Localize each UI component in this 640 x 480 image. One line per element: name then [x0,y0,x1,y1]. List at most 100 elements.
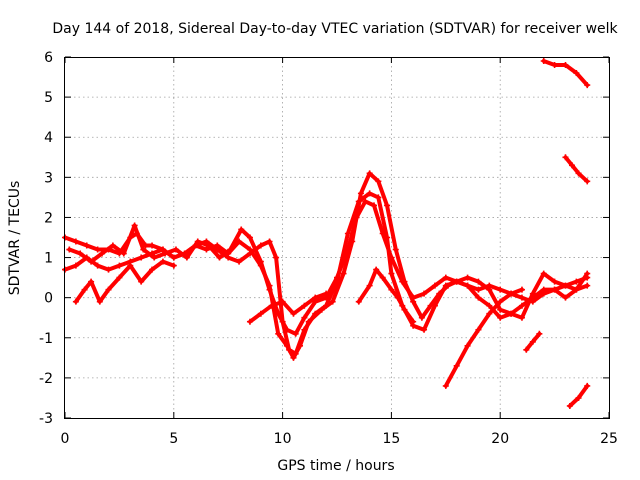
data-point [246,246,253,253]
data-point [370,202,377,209]
data-point [162,250,169,257]
data-point [508,310,515,317]
data-point [159,258,166,265]
data-point [529,290,536,297]
data-point [88,258,95,265]
data-point [497,286,504,293]
x-tick-label: 0 [61,431,70,447]
data-point [183,254,190,261]
data-point [266,238,273,245]
data-point [375,194,382,201]
y-axis-label: SDTVAR / TECUs [7,181,23,296]
x-tick-label: 5 [169,431,178,447]
y-tick-label: 6 [44,50,53,66]
data-point [475,278,482,285]
data-point [227,246,234,253]
data-point [279,298,286,305]
data-point [116,262,123,269]
series-sat-h [523,330,543,353]
data-point [120,250,127,257]
data-point [292,330,299,337]
data-point [464,282,471,289]
data-point [194,238,201,245]
data-point [486,310,493,317]
data-point [562,154,569,161]
data-point [127,262,134,269]
data-point [205,242,212,249]
x-tick-label: 20 [491,431,509,447]
data-point [427,302,434,309]
data-point [375,178,382,185]
data-point [362,198,369,205]
data-point [72,262,79,269]
data-point [551,286,558,293]
data-point [83,242,90,249]
data-point [116,274,123,281]
data-point [518,302,525,309]
data-point [138,254,145,261]
data-point [290,310,297,317]
data-point [96,298,103,305]
y-tick-label: 2 [44,210,53,226]
data-point [540,58,547,65]
data-point [138,278,145,285]
grid-layer [65,57,609,418]
data-point [301,302,308,309]
data-point [283,342,290,349]
chart-title: Day 144 of 2018, Sidereal Day-to-day VTE… [52,21,618,37]
data-point [373,266,380,273]
data-point [584,82,591,89]
data-point [573,286,580,293]
data-point [88,278,95,285]
series-sat-i [540,58,591,89]
series-trace [248,291,329,324]
data-point [246,234,253,241]
data-point [584,282,591,289]
data-point [384,202,391,209]
data-layer [62,58,591,409]
data-point [453,278,460,285]
data-point [334,274,340,281]
data-point [344,246,351,253]
data-point [355,298,362,305]
data-point [379,274,386,281]
data-point [203,246,210,253]
data-point [394,294,401,301]
data-point [497,314,504,321]
data-point [140,246,147,253]
data-point [236,238,243,245]
data-point [151,254,158,261]
series-sat-c [66,198,591,337]
series-sat-f [355,266,417,325]
data-point [536,330,543,337]
data-point [312,294,319,301]
data-point [305,318,312,325]
x-tick-label: 25 [600,431,618,447]
data-point [323,290,330,297]
data-point [562,282,569,289]
series-sat-e [246,290,330,325]
data-point [584,178,591,185]
data-point [290,354,297,361]
data-point [257,242,264,249]
data-point [569,162,576,169]
x-tick-label: 15 [382,431,400,447]
data-point [238,226,245,233]
data-point [273,254,280,261]
series-sat-k [566,382,591,409]
data-point [94,246,101,253]
data-point [410,294,417,301]
data-point [573,278,580,285]
data-point [72,238,79,245]
data-point [551,278,558,285]
y-tick-label: -3 [39,411,53,427]
series-sat-d [72,258,177,305]
data-point [257,258,264,265]
y-tick-label: 5 [44,90,53,106]
series-sat-b [62,170,591,361]
data-point [573,70,580,77]
data-point [366,282,373,289]
data-point [421,290,428,297]
data-point [172,246,179,253]
